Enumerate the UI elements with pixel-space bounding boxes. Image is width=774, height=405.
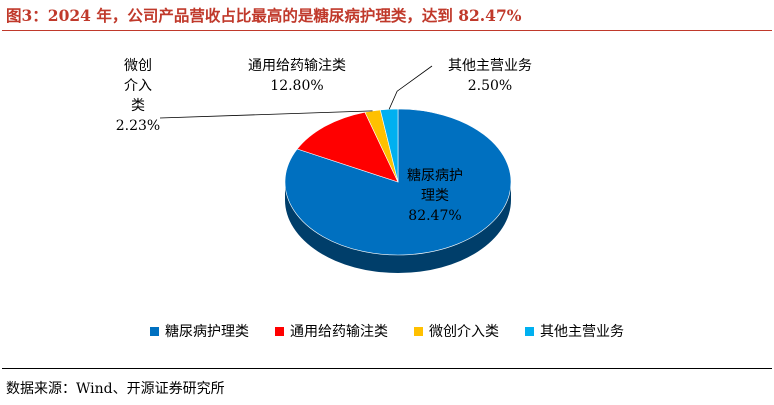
pie-top (284, 108, 512, 256)
legend-item-2: 微创介入类 (414, 321, 499, 341)
label-slice-0-1: 理类 (421, 188, 449, 204)
legend-item-1: 通用给药输注类 (275, 321, 388, 341)
legend-swatch-1 (275, 326, 284, 336)
legend-swatch-2 (414, 326, 423, 336)
pie-labels: 糖尿病护理类 82.47% 通用给药输注类 12.80% 微创介入类 2.23% 其他主营业… (116, 58, 532, 224)
label-slice-1-0: 通用给药输注类 (248, 58, 346, 74)
legend-label-0: 糖尿病护理类 (165, 324, 249, 340)
leader-slice-2 (159, 110, 373, 119)
label-slice-0-2: 82.47% (408, 208, 461, 224)
pie-side-0 (285, 182, 511, 273)
label-slice-1-1: 12.80% (270, 78, 323, 94)
pie-slice-1 (296, 111, 399, 183)
legend-item-0: 糖尿病护理类 (150, 321, 249, 341)
legend-label-3: 其他主营业务 (540, 324, 624, 340)
label-slice-2-3: 2.23% (116, 118, 160, 134)
pie-slice-3 (379, 108, 399, 183)
legend-swatch-3 (525, 326, 534, 336)
footer-divider (2, 368, 772, 369)
title-divider (2, 30, 772, 31)
label-slice-3-0: 其他主营业务 (448, 58, 532, 74)
legend: 糖尿病护理类 通用给药输注类 微创介入类 其他主营业务 (0, 321, 774, 341)
label-slice-3-1: 2.50% (468, 78, 512, 94)
legend-label-2: 微创介入类 (429, 324, 499, 340)
pie-depth (285, 182, 511, 273)
pie-slice-0 (284, 108, 512, 256)
legend-label-1: 通用给药输注类 (290, 324, 388, 340)
label-slice-2-0: 微创 (124, 58, 152, 74)
pie-chart: 糖尿病护理类 82.47% 通用给药输注类 12.80% 微创介入类 2.23% 其他主营业… (116, 58, 532, 273)
leader-slice-3 (388, 65, 433, 110)
pie-leaders (159, 65, 433, 119)
source-note: 数据来源：Wind、开源证券研究所 (6, 381, 225, 397)
legend-swatch-0 (150, 326, 159, 336)
page-title: 图3：2024 年，公司产品营收占比最高的是糖尿病护理类，达到 82.47% (6, 6, 522, 25)
label-slice-2-2: 类 (131, 98, 145, 114)
legend-item-3: 其他主营业务 (525, 321, 624, 341)
label-slice-0-0: 糖尿病护 (407, 168, 463, 184)
label-slice-2-1: 介入 (124, 78, 152, 94)
